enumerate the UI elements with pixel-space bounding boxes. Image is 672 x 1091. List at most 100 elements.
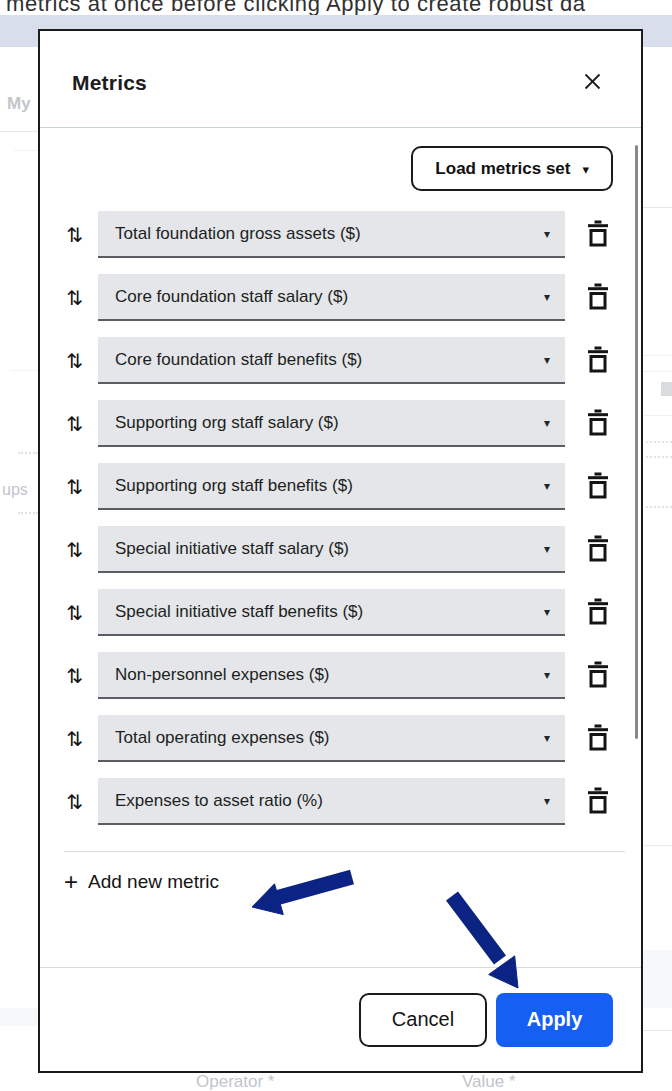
metric-row: ⇅ Expenses to asset ratio (%) ▾ bbox=[64, 778, 613, 825]
page: metrics at once before clicking Apply to… bbox=[0, 0, 672, 1091]
metric-dropdown-value: Total operating expenses ($) bbox=[115, 728, 330, 748]
trash-icon bbox=[587, 535, 609, 565]
add-new-metric-button[interactable]: + Add new metric bbox=[64, 870, 219, 894]
trash-icon bbox=[587, 787, 609, 817]
metric-dropdown[interactable]: Special initiative staff salary ($) ▾ bbox=[98, 526, 565, 573]
sort-reorder-icon[interactable]: ⇅ bbox=[64, 288, 86, 308]
metric-dropdown[interactable]: Core foundation staff benefits ($) ▾ bbox=[98, 337, 565, 384]
metric-row: ⇅ Core foundation staff salary ($) ▾ bbox=[64, 274, 613, 321]
metric-dropdown-value: Special initiative staff salary ($) bbox=[115, 539, 349, 559]
metric-dropdown[interactable]: Supporting org staff benefits ($) ▾ bbox=[98, 463, 565, 510]
delete-metric-button[interactable] bbox=[583, 785, 613, 819]
add-new-metric-label: Add new metric bbox=[88, 871, 219, 893]
trash-icon bbox=[587, 346, 609, 376]
sort-reorder-icon[interactable]: ⇅ bbox=[64, 225, 86, 245]
cancel-button[interactable]: Cancel bbox=[359, 993, 487, 1047]
metric-row: ⇅ Special initiative staff benefits ($) … bbox=[64, 589, 613, 636]
caret-down-icon: ▾ bbox=[544, 354, 550, 366]
metric-dropdown-value: Supporting org staff benefits ($) bbox=[115, 476, 353, 496]
delete-metric-button[interactable] bbox=[583, 533, 613, 567]
caret-down-icon: ▾ bbox=[544, 732, 550, 744]
caret-down-icon: ▾ bbox=[544, 669, 550, 681]
metric-dropdown-value: Core foundation staff salary ($) bbox=[115, 287, 348, 307]
background-line bbox=[643, 415, 672, 416]
metric-row: ⇅ Total operating expenses ($) ▾ bbox=[64, 715, 613, 762]
metric-row: ⇅ Core foundation staff benefits ($) ▾ bbox=[64, 337, 613, 384]
metrics-modal: Metrics Load metrics set ▾ ⇅ To bbox=[38, 29, 643, 1073]
metric-dropdown[interactable]: Total foundation gross assets ($) ▾ bbox=[98, 211, 565, 258]
delete-metric-button[interactable] bbox=[583, 470, 613, 504]
trash-icon bbox=[587, 283, 609, 313]
metric-dropdown-value: Non-personnel expenses ($) bbox=[115, 665, 330, 685]
delete-metric-button[interactable] bbox=[583, 281, 613, 315]
background-text-fragment: My bbox=[7, 94, 31, 114]
apply-button[interactable]: Apply bbox=[496, 993, 613, 1047]
delete-metric-button[interactable] bbox=[583, 344, 613, 378]
close-button[interactable] bbox=[579, 70, 605, 96]
background-dotted-line bbox=[646, 506, 672, 508]
caret-down-icon: ▾ bbox=[544, 606, 550, 618]
metric-list: ⇅ Total foundation gross assets ($) ▾ ⇅ … bbox=[40, 211, 641, 825]
trash-icon bbox=[587, 472, 609, 502]
modal-body: Load metrics set ▾ ⇅ Total foundation gr… bbox=[40, 128, 641, 967]
background-operator-label: Operator * bbox=[196, 1072, 274, 1091]
sort-reorder-icon[interactable]: ⇅ bbox=[64, 540, 86, 560]
metric-dropdown[interactable]: Expenses to asset ratio (%) ▾ bbox=[98, 778, 565, 825]
modal-footer: Cancel Apply bbox=[40, 967, 641, 1071]
trash-icon bbox=[587, 724, 609, 754]
caret-down-icon: ▾ bbox=[544, 543, 550, 555]
sort-reorder-icon[interactable]: ⇅ bbox=[64, 666, 86, 686]
metric-dropdown-value: Core foundation staff benefits ($) bbox=[115, 350, 362, 370]
metric-row: ⇅ Special initiative staff salary ($) ▾ bbox=[64, 526, 613, 573]
load-metrics-set-label: Load metrics set bbox=[435, 159, 570, 179]
trash-icon bbox=[587, 220, 609, 250]
sort-reorder-icon[interactable]: ⇅ bbox=[64, 792, 86, 812]
background-dotted-line bbox=[18, 452, 38, 454]
load-metrics-set-button[interactable]: Load metrics set ▾ bbox=[411, 146, 613, 191]
delete-metric-button[interactable] bbox=[583, 659, 613, 693]
metric-dropdown[interactable]: Total operating expenses ($) ▾ bbox=[98, 715, 565, 762]
sort-reorder-icon[interactable]: ⇅ bbox=[64, 603, 86, 623]
sort-reorder-icon[interactable]: ⇅ bbox=[64, 477, 86, 497]
background-dotted-line bbox=[18, 512, 38, 514]
delete-metric-button[interactable] bbox=[583, 407, 613, 441]
trash-icon bbox=[587, 598, 609, 628]
metric-dropdown[interactable]: Non-personnel expenses ($) ▾ bbox=[98, 652, 565, 699]
metric-row: ⇅ Supporting org staff benefits ($) ▾ bbox=[64, 463, 613, 510]
background-value-label: Value * bbox=[462, 1072, 516, 1091]
trash-icon bbox=[587, 661, 609, 691]
delete-metric-button[interactable] bbox=[583, 722, 613, 756]
modal-title: Metrics bbox=[72, 71, 147, 95]
background-line bbox=[643, 207, 672, 208]
metric-dropdown[interactable]: Supporting org staff salary ($) ▾ bbox=[98, 400, 565, 447]
caret-down-icon: ▾ bbox=[544, 291, 550, 303]
background-text-fragment: ups bbox=[2, 481, 28, 499]
background-dotted-line bbox=[646, 456, 672, 458]
metric-dropdown-value: Special initiative staff benefits ($) bbox=[115, 602, 363, 622]
background-block bbox=[643, 950, 672, 1008]
metric-dropdown-value: Supporting org staff salary ($) bbox=[115, 413, 339, 433]
background-line bbox=[0, 131, 38, 132]
background-line bbox=[10, 370, 38, 371]
sort-reorder-icon[interactable]: ⇅ bbox=[64, 351, 86, 371]
caret-down-icon: ▾ bbox=[544, 417, 550, 429]
trash-icon bbox=[587, 409, 609, 439]
delete-metric-button[interactable] bbox=[583, 596, 613, 630]
metric-row: ⇅ Total foundation gross assets ($) ▾ bbox=[64, 211, 613, 258]
background-dotted-line bbox=[646, 441, 672, 443]
metric-dropdown-value: Total foundation gross assets ($) bbox=[115, 224, 361, 244]
background-line bbox=[643, 1030, 672, 1031]
background-row bbox=[0, 1008, 38, 1026]
metric-dropdown[interactable]: Core foundation staff salary ($) ▾ bbox=[98, 274, 565, 321]
background-line bbox=[14, 150, 38, 151]
modal-header: Metrics bbox=[40, 31, 641, 128]
sort-reorder-icon[interactable]: ⇅ bbox=[64, 414, 86, 434]
metric-row: ⇅ Supporting org staff salary ($) ▾ bbox=[64, 400, 613, 447]
sort-reorder-icon[interactable]: ⇅ bbox=[64, 729, 86, 749]
background-box bbox=[661, 382, 672, 396]
caret-down-icon: ▾ bbox=[582, 163, 589, 176]
modal-scrollbar[interactable] bbox=[635, 145, 638, 739]
delete-metric-button[interactable] bbox=[583, 218, 613, 252]
metric-dropdown[interactable]: Special initiative staff benefits ($) ▾ bbox=[98, 589, 565, 636]
caret-down-icon: ▾ bbox=[544, 480, 550, 492]
